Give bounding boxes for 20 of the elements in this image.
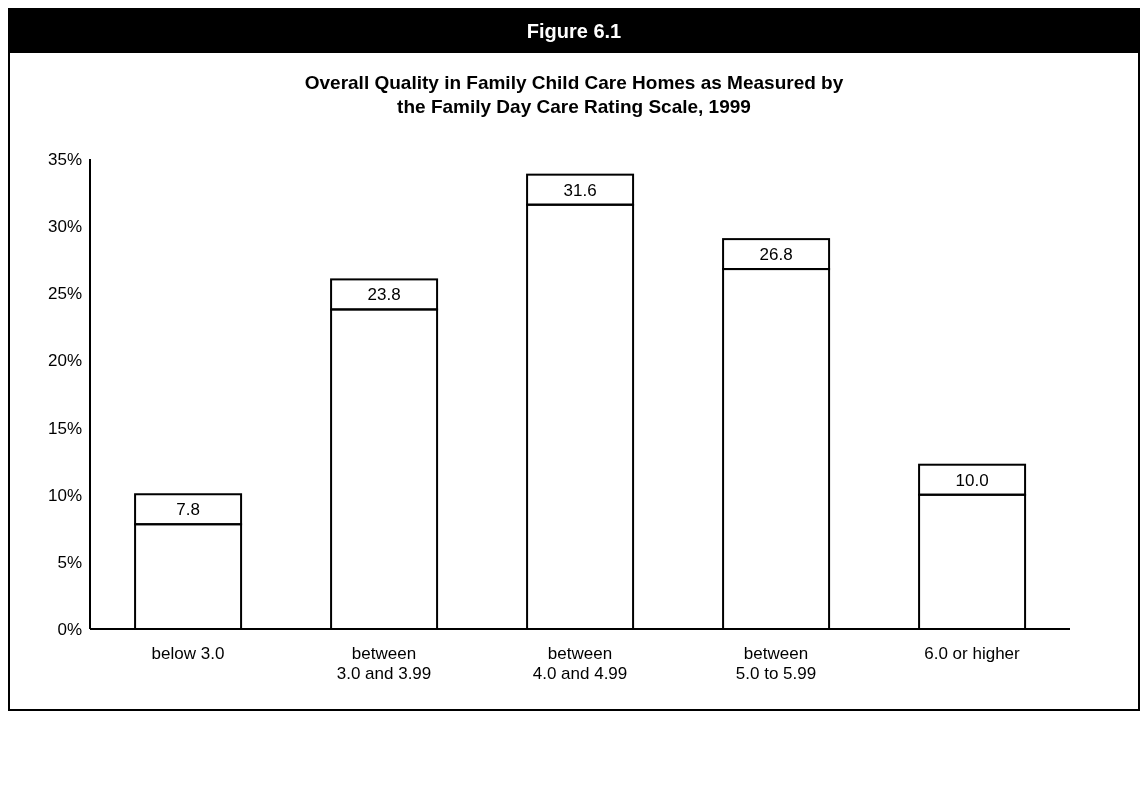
y-tick-label: 0%: [57, 620, 82, 640]
data-label: 10.0: [955, 470, 989, 490]
y-tick-label: 5%: [57, 552, 82, 572]
x-tick-label: between 5.0 to 5.99: [735, 644, 817, 683]
data-label: 31.6: [563, 180, 597, 200]
chart-subtitle: Overall Quality in Family Child Care Homes as Measured by the Family Day Care Rating Scale, 1999: [303, 71, 845, 119]
y-tick-label: 25%: [47, 284, 82, 304]
data-label: 26.8: [759, 245, 793, 265]
data-label: 7.8: [176, 500, 200, 520]
y-tick-label: 20%: [47, 351, 82, 371]
chart-title: Figure 6.1: [10, 10, 1138, 53]
data-label: 23.8: [367, 285, 401, 305]
y-tick-label: 30%: [47, 217, 82, 237]
x-tick-label: below 3.0: [151, 644, 225, 663]
x-tick-label: 6.0 or higher: [924, 644, 1021, 663]
y-tick-label: 10%: [47, 485, 82, 505]
y-tick-label: 35%: [47, 150, 82, 170]
y-tick-label: 15%: [47, 418, 82, 438]
x-tick-label: between 3.0 and 3.99: [336, 644, 432, 683]
x-tick-label: between 4.0 and 4.99: [532, 644, 628, 683]
